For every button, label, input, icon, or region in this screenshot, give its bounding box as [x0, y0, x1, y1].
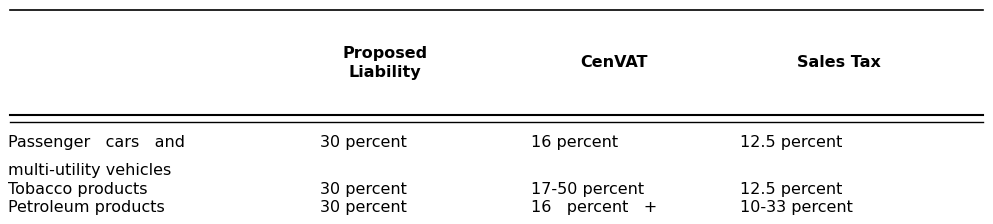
Text: Proposed
Liability: Proposed Liability: [343, 46, 428, 80]
Text: 16 percent: 16 percent: [531, 135, 619, 150]
Text: Tobacco products: Tobacco products: [8, 182, 147, 197]
Text: Passenger   cars   and: Passenger cars and: [8, 135, 185, 150]
Text: 30 percent: 30 percent: [320, 200, 406, 215]
Text: 17-50 percent: 17-50 percent: [531, 182, 644, 197]
Text: 12.5 percent: 12.5 percent: [740, 135, 842, 150]
Text: 10-33 percent: 10-33 percent: [740, 200, 853, 215]
Text: 16   percent   +: 16 percent +: [531, 200, 657, 215]
Text: 12.5 percent: 12.5 percent: [740, 182, 842, 197]
Text: Petroleum products: Petroleum products: [8, 200, 165, 215]
Text: CenVAT: CenVAT: [580, 55, 647, 70]
Text: 30 percent: 30 percent: [320, 135, 406, 150]
Text: multi-utility vehicles: multi-utility vehicles: [8, 163, 171, 178]
Text: Sales Tax: Sales Tax: [797, 55, 881, 70]
Text: 30 percent: 30 percent: [320, 182, 406, 197]
